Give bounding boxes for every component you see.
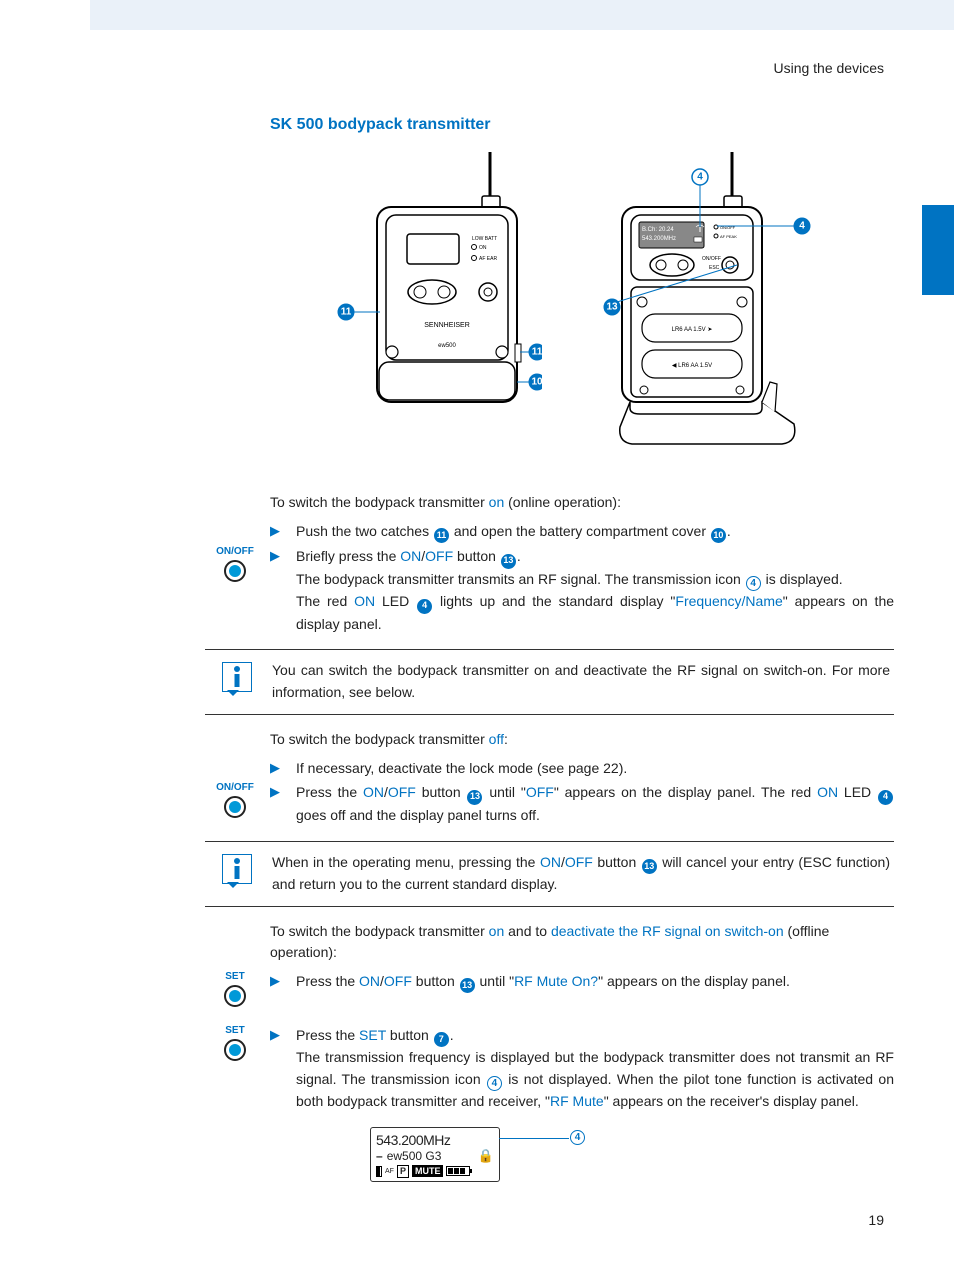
callout-10-icon: 10 xyxy=(711,528,726,543)
set-label: SET xyxy=(205,971,265,1007)
svg-text:ON: ON xyxy=(479,245,487,251)
step-push-catches: ▶ Push the two catches 11 and open the b… xyxy=(270,521,894,543)
onoff-label: ON/OFF xyxy=(205,546,265,582)
callout-4-icon: 4 xyxy=(878,790,893,805)
top-band xyxy=(90,0,954,30)
bullet-icon: ▶ xyxy=(270,758,296,776)
callout-11-icon: 11 xyxy=(434,528,449,543)
svg-text:LR6 AA 1.5V ➤: LR6 AA 1.5V ➤ xyxy=(672,327,713,333)
device-figure: LOW BATT ON AF EAR SENNHEISER ew500 xyxy=(270,152,894,462)
step-press-set: SET ▶ Press the SET button 7. The transm… xyxy=(270,1025,894,1113)
svg-text:4: 4 xyxy=(799,221,805,232)
svg-text:◀ LR6 AA 1.5V: ◀ LR6 AA 1.5V xyxy=(672,363,712,369)
lcd-frequency: 543.200MHz xyxy=(376,1132,494,1148)
set-label: SET xyxy=(205,1025,265,1061)
svg-text:13: 13 xyxy=(606,302,618,313)
svg-text:AF EAR: AF EAR xyxy=(479,256,497,262)
svg-text:AF PEAK: AF PEAK xyxy=(720,234,737,239)
lcd-display: 543.200MHz – ew500 G3 🔒 AF P MUTE 4 xyxy=(370,1127,500,1182)
device-closed: LOW BATT ON AF EAR SENNHEISER ew500 xyxy=(332,152,542,432)
bullet-icon: ▶ xyxy=(270,1025,296,1043)
info-icon xyxy=(222,662,252,692)
svg-text:11: 11 xyxy=(532,347,542,358)
callout-13-icon: 13 xyxy=(460,978,475,993)
intro-deactivate-rf: To switch the bodypack transmitter on an… xyxy=(270,921,894,963)
intro-on: To switch the bodypack transmitter on (o… xyxy=(270,492,894,513)
svg-text:B.Ch: 20.24: B.Ch: 20.24 xyxy=(642,227,674,233)
callout-4-icon: 4 xyxy=(570,1130,585,1145)
callout-4-icon: 4 xyxy=(746,576,761,591)
bullet-icon: ▶ xyxy=(270,546,296,564)
info-icon xyxy=(222,854,252,884)
set-button-icon xyxy=(224,985,246,1007)
page: Using the devices SK 500 bodypack transm… xyxy=(0,30,954,1258)
mute-badge: MUTE xyxy=(412,1165,444,1177)
svg-text:4: 4 xyxy=(697,172,703,183)
bullet-icon: ▶ xyxy=(270,521,296,539)
info-note-1: You can switch the bodypack transmitter … xyxy=(205,649,894,714)
svg-text:LOW BATT: LOW BATT xyxy=(472,236,497,242)
page-tab xyxy=(922,205,954,295)
section-title: SK 500 bodypack transmitter xyxy=(270,116,894,134)
svg-text:ESC: ESC xyxy=(709,265,720,271)
svg-text:ew500: ew500 xyxy=(438,343,456,349)
set-button-icon xyxy=(224,1039,246,1061)
onoff-label: ON/OFF xyxy=(205,782,265,818)
step-press-on: ON/OFF ▶ Briefly press the ON/OFF button… xyxy=(270,546,894,635)
svg-text:543.200MHz: 543.200MHz xyxy=(642,236,676,242)
onoff-button-icon xyxy=(224,560,246,582)
content: SK 500 bodypack transmitter LOW BATT ON … xyxy=(270,116,894,1182)
step-deactivate-lock: ▶ If necessary, deactivate the lock mode… xyxy=(270,758,894,780)
intro-off: To switch the bodypack transmitter off: xyxy=(270,729,894,750)
battery-icon xyxy=(446,1166,470,1176)
step-press-off: ON/OFF ▶ Press the ON/OFF button 13 unti… xyxy=(270,782,894,826)
callout-13-icon: 13 xyxy=(501,554,516,569)
af-bar-icon xyxy=(376,1166,382,1177)
page-number: 19 xyxy=(90,1212,884,1228)
step-rf-mute: SET ▶ Press the ON/OFF button 13 until "… xyxy=(270,971,894,1007)
lcd-name: ew500 G3 xyxy=(387,1149,442,1163)
device-open: B.Ch: 20.24 543.200MHz ON/OFF AF PEAK ON… xyxy=(582,152,832,462)
header-section: Using the devices xyxy=(90,60,884,76)
bullet-icon: ▶ xyxy=(270,971,296,989)
lock-icon: 🔒 xyxy=(478,1148,494,1164)
svg-text:ON/OFF: ON/OFF xyxy=(702,256,721,262)
callout-7-icon: 7 xyxy=(434,1032,449,1047)
callout-13-icon: 13 xyxy=(642,859,657,874)
callout-4-icon: 4 xyxy=(487,1076,502,1091)
callout-4-icon: 4 xyxy=(417,599,432,614)
svg-text:11: 11 xyxy=(341,307,352,318)
onoff-button-icon xyxy=(224,796,246,818)
callout-13-icon: 13 xyxy=(467,790,482,805)
bullet-icon: ▶ xyxy=(270,782,296,800)
svg-text:SENNHEISER: SENNHEISER xyxy=(424,322,470,329)
p-badge: P xyxy=(397,1165,409,1178)
info-note-2: When in the operating menu, pressing the… xyxy=(205,841,894,907)
svg-text:10: 10 xyxy=(531,377,542,388)
